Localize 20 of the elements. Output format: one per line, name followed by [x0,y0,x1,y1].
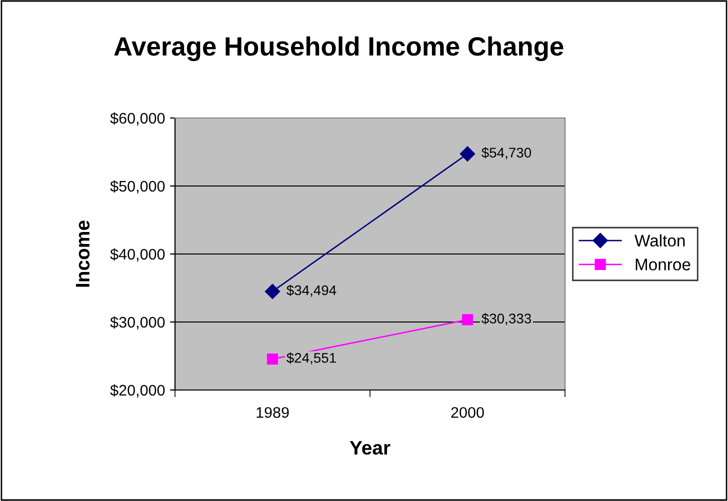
legend-label: Walton [634,234,685,247]
chart-title: Average Household Income Change [114,36,564,62]
legend-label: Monroe [636,258,690,270]
data-label: $34,494 [286,284,336,297]
point [460,146,476,162]
data-label: $30,333 [482,313,531,326]
x-tick-label: 2000 [451,407,484,418]
point [266,353,278,365]
y-axis-title: Income [76,220,90,287]
y-tick-label: $60,000 [110,112,165,126]
point [462,314,474,326]
x-axis-title: Year [350,441,390,455]
point [264,284,280,300]
x-tick-label: 1989 [256,407,289,418]
y-tick-label: $50,000 [110,180,165,194]
y-tick-label: $30,000 [110,316,165,330]
data-label: $54,730 [482,147,532,160]
y-tick-label: $40,000 [110,248,165,262]
data-label: $24,551 [286,352,336,364]
y-tick-label: $20,000 [110,384,165,398]
